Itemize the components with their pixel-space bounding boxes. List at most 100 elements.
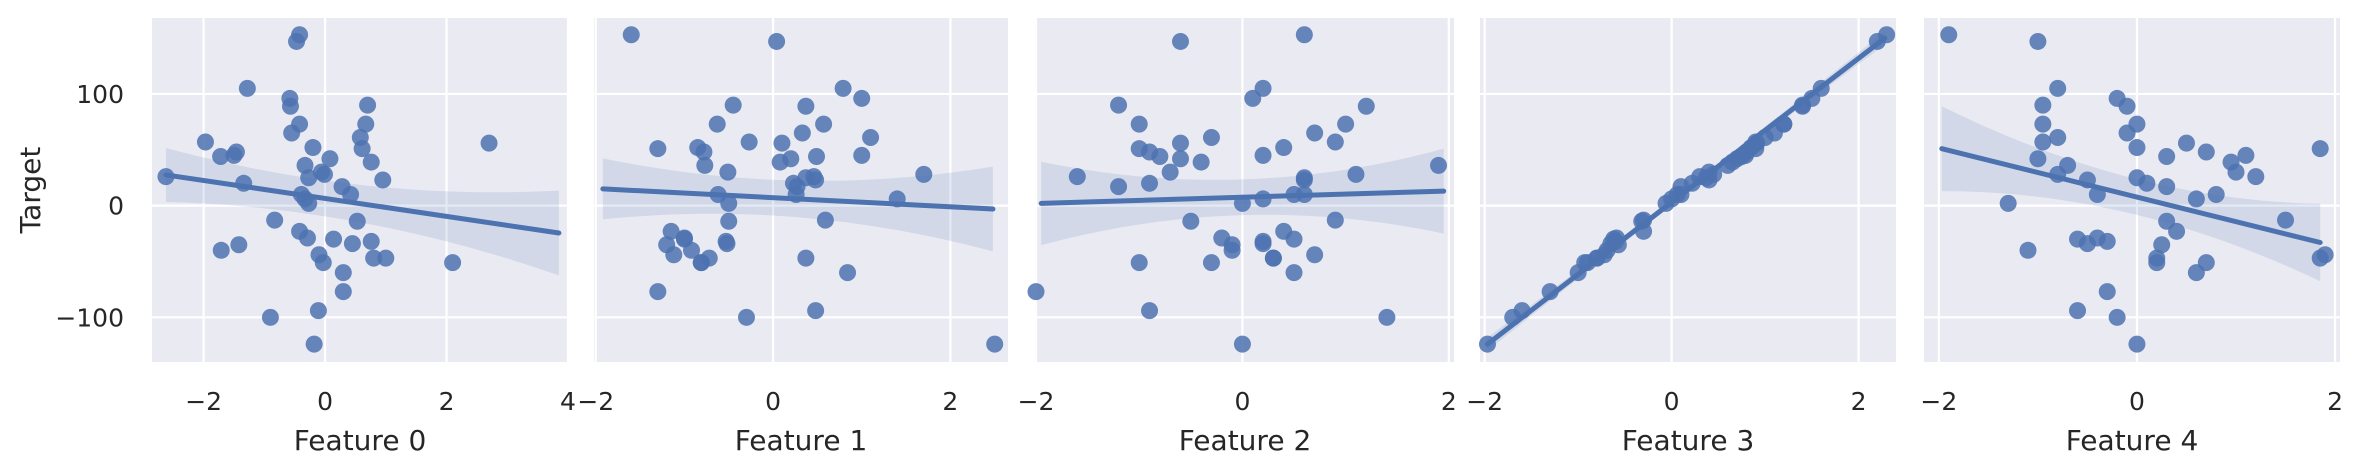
data-point	[444, 254, 462, 272]
panel-2: −2 0 2 Feature 2	[1018, 18, 1457, 457]
data-point	[1141, 143, 1159, 161]
data-point	[212, 147, 230, 165]
data-point	[334, 283, 352, 301]
data-point	[230, 236, 248, 254]
data-point	[2187, 190, 2205, 208]
regression-line	[1484, 35, 1888, 347]
x-axis-label: Feature 3	[1622, 424, 1755, 457]
x-tick-label: 0	[1234, 387, 1250, 416]
data-point	[2034, 133, 2052, 151]
data-point	[2128, 139, 2146, 157]
data-point	[2153, 236, 2171, 254]
panel-4: −2 0 2 Feature 4	[1920, 18, 2343, 457]
data-point	[1306, 246, 1324, 264]
regression-line	[163, 172, 562, 236]
plot-background	[1036, 18, 1454, 362]
data-point	[692, 254, 710, 272]
data-point	[1068, 168, 1086, 186]
data-point	[782, 150, 800, 168]
data-point	[1182, 212, 1200, 230]
x-tick-label: −2	[577, 387, 614, 416]
data-point	[740, 133, 758, 151]
data-point	[2034, 96, 2052, 114]
data-point	[1192, 153, 1210, 171]
data-point	[720, 194, 738, 212]
y-tick-label: 0	[108, 192, 124, 221]
data-point	[261, 308, 279, 326]
data-point	[1110, 178, 1128, 196]
data-point	[649, 140, 667, 158]
data-point	[2049, 129, 2067, 147]
data-point	[365, 249, 383, 267]
data-point	[708, 115, 726, 133]
data-point	[1337, 115, 1355, 133]
data-point	[2158, 178, 2176, 196]
x-tick-label: 2	[2327, 387, 2343, 416]
data-point	[1326, 211, 1344, 229]
x-tick-label: 0	[1664, 387, 1680, 416]
data-point	[720, 212, 738, 230]
data-point	[2049, 79, 2067, 97]
x-tick-label: 2	[1441, 387, 1457, 416]
data-point	[238, 79, 256, 97]
data-point	[2128, 169, 2146, 187]
data-point	[1141, 302, 1159, 320]
y-tick-label: 100	[76, 80, 124, 109]
x-tick-label: 0	[765, 387, 781, 416]
data-point	[1110, 96, 1128, 114]
data-point	[658, 236, 676, 254]
data-point	[797, 169, 815, 187]
data-point	[2207, 185, 2225, 203]
data-point	[853, 146, 871, 164]
data-point	[480, 134, 498, 152]
x-tick-label: −2	[1920, 387, 1957, 416]
data-point	[359, 96, 377, 114]
data-point	[2148, 254, 2166, 272]
x-axis-label: Feature 4	[2066, 424, 2199, 457]
data-point	[1171, 150, 1189, 168]
data-point	[1130, 254, 1148, 272]
x-axis-label: Feature 0	[294, 424, 427, 457]
x-tick-label: 2	[439, 387, 455, 416]
data-point	[374, 171, 392, 189]
data-point	[291, 115, 309, 133]
regression-line	[1939, 146, 2323, 245]
data-point	[2118, 97, 2136, 115]
y-axis-label: Target	[14, 147, 47, 235]
x-tick-label: −2	[1018, 387, 1055, 416]
data-point	[768, 32, 786, 50]
data-point	[1541, 283, 1559, 301]
data-point	[696, 156, 714, 174]
data-point	[862, 129, 880, 147]
data-point	[797, 249, 815, 267]
data-point	[662, 222, 680, 240]
data-point	[2098, 283, 2116, 301]
data-point	[1357, 97, 1375, 115]
regression-line	[600, 186, 996, 212]
data-point	[986, 335, 1004, 353]
data-point	[1264, 249, 1282, 267]
data-point	[1171, 134, 1189, 152]
data-point	[1306, 124, 1324, 142]
panel-0: −2 0 2 4 Feature 0 −100 0 100	[55, 18, 576, 457]
data-point	[1171, 32, 1189, 50]
data-point	[1295, 169, 1313, 187]
data-point	[649, 283, 667, 301]
x-tick-label: 2	[1851, 387, 1867, 416]
panel-3: −2 0 2 Feature 3	[1466, 18, 1896, 457]
data-point	[839, 264, 857, 282]
data-point	[915, 165, 933, 183]
data-point	[834, 79, 852, 97]
data-point	[1254, 235, 1272, 253]
data-point	[2128, 335, 2146, 353]
data-point	[2158, 212, 2176, 230]
data-point	[773, 134, 791, 152]
data-point	[2237, 146, 2255, 164]
data-point	[305, 335, 323, 353]
panels: −2 0 2 4 Feature 0 −100 0 100 −2 0 2 Feature 1 −2 0 2 F…	[55, 18, 2343, 457]
data-point	[719, 163, 737, 181]
data-point	[737, 308, 755, 326]
data-point	[689, 139, 707, 157]
data-point	[227, 143, 245, 161]
data-point	[808, 147, 826, 165]
